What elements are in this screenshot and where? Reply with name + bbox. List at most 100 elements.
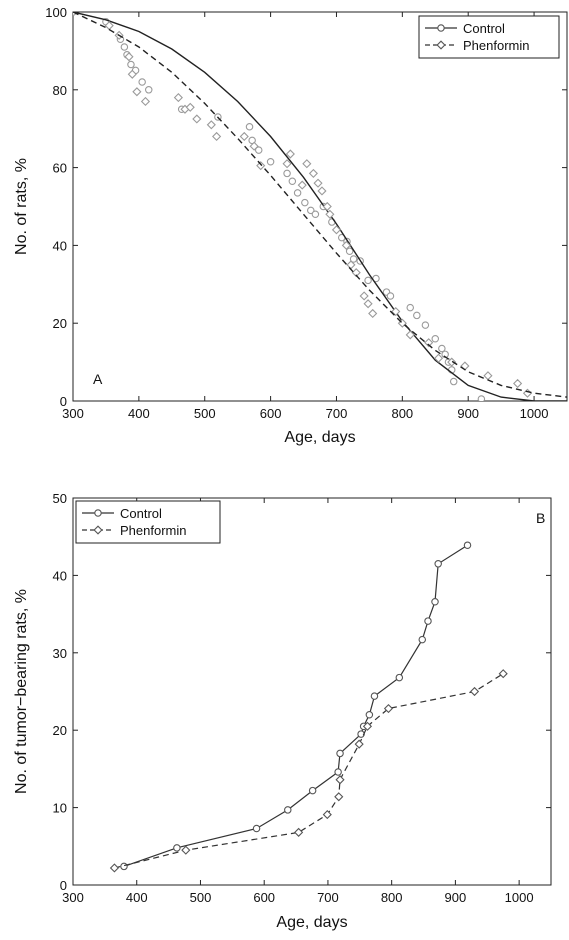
panel-a-phenformin-point — [124, 52, 134, 62]
panel-a-control-point — [293, 189, 302, 197]
panel-a-phenformin-point — [313, 178, 323, 188]
panel-a-control-point — [120, 43, 129, 51]
panel-a-y-tick-label: 0 — [60, 394, 67, 409]
panel-b-phenformin-point — [322, 809, 332, 820]
panel-a-control-point — [431, 335, 440, 343]
panel-a-x-tick-label: 600 — [260, 406, 282, 421]
panel-b-control-point — [173, 844, 181, 852]
panel-a-phenformin-point — [447, 357, 457, 367]
panel-a-phenformin-point — [368, 308, 378, 319]
panel-a-legend-phenformin-marker — [436, 40, 446, 50]
panel-a-phenformin-point — [192, 114, 202, 124]
panel-b-control-point — [418, 635, 427, 644]
panel-a-phenformin-point — [249, 141, 259, 151]
panel-b-legend-box — [75, 500, 221, 544]
panel-a-phenformin-point — [302, 159, 312, 169]
panel-b-x-tick-label: 400 — [126, 890, 148, 905]
panel-b-y-tick-label: 20 — [53, 723, 67, 738]
panel-b-letter: B — [536, 510, 545, 526]
panel-b-control-point — [308, 786, 317, 795]
panel-b-y-tick-label: 50 — [53, 491, 67, 506]
panel-b-control-point — [434, 560, 442, 568]
panel-a-phenformin-point — [185, 102, 195, 112]
panel-a-control-point — [406, 303, 414, 312]
panel-a-phenformin-point — [341, 240, 351, 250]
panel-a-phenformin-point — [363, 299, 373, 309]
panel-a-control-point — [144, 86, 153, 94]
panel-a-legend-box — [418, 15, 560, 59]
panel-b-y-tick-label: 10 — [53, 801, 67, 816]
panel-a-phenformin-point — [513, 378, 523, 389]
panel-a-phenformin-point — [424, 338, 434, 348]
panel-a-control-point — [386, 292, 395, 300]
panel-a-chart: 300 400 500 600 700 800 900 1000 0 20 40 60 80 100 Age… — [13, 5, 568, 446]
panel-a-control-point — [477, 395, 486, 401]
panel-a-phenformin-point — [297, 180, 307, 190]
panel-a-legend-phenformin-label: Phenformin — [463, 38, 529, 53]
panel-a-x-tick-label: 300 — [62, 406, 84, 421]
panel-a-phenformin-fit-line — [73, 12, 567, 398]
panel-a-phenformin-point — [405, 330, 415, 340]
panel-b-control-point — [284, 806, 292, 814]
panel-b-phenformin-point — [498, 669, 508, 679]
panel-a-phenformin-point — [308, 168, 318, 179]
panel-a-control-point — [283, 169, 291, 178]
panel-b-legend-control-marker — [94, 509, 102, 517]
panel-a-legend-control-label: Control — [463, 21, 505, 36]
panel-b-control-point — [431, 597, 439, 606]
panel-b-control-point — [463, 541, 472, 549]
panel-b-y-tick-label: 40 — [53, 568, 67, 583]
panel-a-y-tick-label: 60 — [53, 161, 67, 176]
panel-a-phenformin-point — [359, 291, 369, 301]
panel-b-control-point — [365, 710, 374, 719]
panel-a-y-tick-label: 80 — [53, 83, 67, 98]
panel-a-legend: Control Phenformin — [418, 15, 560, 59]
panel-a-control-point — [127, 60, 135, 69]
panel-b-control-point — [424, 617, 432, 625]
panel-a-phenformin-point — [325, 209, 335, 219]
panel-a-x-axis-label: Age, days — [284, 429, 355, 446]
panel-a-phenformin-point — [397, 318, 407, 328]
panel-a-control-point — [248, 136, 256, 145]
panel-a-plot-area — [73, 12, 567, 401]
panel-a-phenformin-point — [285, 149, 295, 159]
panel-b-plot-area — [109, 541, 508, 873]
panel-a-y-tick-label: 20 — [53, 316, 67, 331]
panel-a-phenformin-point — [256, 161, 266, 171]
panel-a-x-tick-label: 900 — [457, 406, 479, 421]
panel-b-control-series-line — [123, 544, 468, 867]
panel-a-y-tick-label: 40 — [53, 238, 67, 253]
panel-b-y-tick-label: 30 — [53, 646, 67, 661]
panel-a-phenformin-point — [140, 96, 151, 107]
panel-a-control-point — [254, 146, 263, 154]
panel-b-axes-frame — [72, 497, 552, 886]
panel-a-phenformin-point — [331, 225, 342, 235]
panel-a-phenformin-point — [433, 353, 444, 363]
panel-a-phenformin-point — [522, 388, 533, 398]
panel-a-control-point — [345, 247, 354, 255]
panel-a-y-tick-label: 100 — [45, 5, 67, 20]
panel-b-control-point — [336, 749, 344, 758]
panel-b-x-tick-label: 1000 — [505, 890, 534, 905]
panel-b-x-tick-label: 700 — [317, 890, 339, 905]
panel-b-phenformin-point — [335, 775, 345, 785]
panel-b-control-point — [252, 824, 261, 833]
panel-a-phenformin-point — [351, 268, 361, 278]
panel-a-control-point — [349, 255, 358, 263]
panel-a-phenformin-point — [173, 93, 183, 103]
panel-b-control-point — [395, 673, 404, 682]
panel-a-x-tick-label: 400 — [128, 406, 150, 421]
panel-b-phenformin-point — [109, 863, 120, 873]
panel-b-legend-control-label: Control — [120, 506, 162, 521]
panel-a-control-point — [245, 123, 254, 131]
panel-b-phenformin-point — [469, 686, 480, 697]
panel-a-control-point — [364, 276, 372, 285]
panel-a-control-point — [311, 210, 320, 219]
panel-b-x-tick-label: 600 — [253, 890, 275, 905]
panel-a-control-fit-line — [73, 12, 567, 401]
panel-b-legend-phenformin-label: Phenformin — [120, 523, 186, 538]
panel-a-phenformin-point — [391, 306, 401, 317]
panel-a-phenformin-point — [239, 131, 249, 142]
panel-b-x-tick-label: 900 — [445, 890, 467, 905]
